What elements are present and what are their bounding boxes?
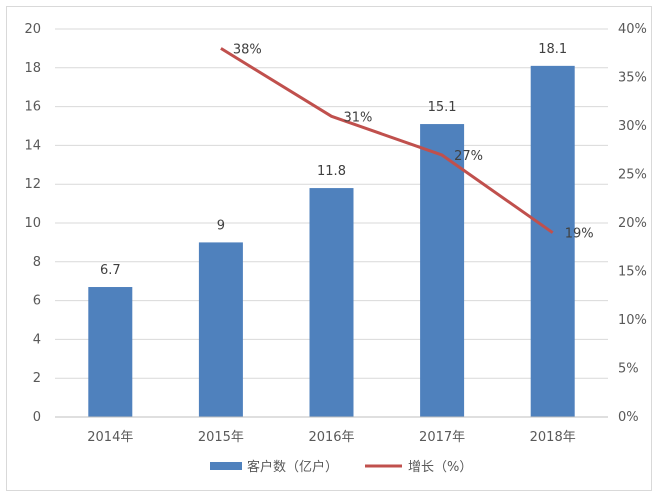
x-tick-label: 2016年: [308, 430, 354, 445]
legend: 客户数（亿户） 增长（%）: [210, 459, 472, 475]
right-tick-label: 15%: [618, 265, 647, 280]
left-tick-label: 10: [24, 216, 41, 231]
right-tick-label: 10%: [618, 313, 647, 328]
legend-label-bar: 客户数（亿户）: [247, 459, 338, 475]
bar-data-label: 6.7: [100, 263, 121, 278]
left-axis-ticks: 0 2 4 6 8 10 12 14 16 18 20: [24, 22, 41, 425]
right-axis-ticks: 0% 5% 10% 15% 20% 25% 30% 35% 40%: [618, 22, 647, 425]
left-tick-label: 4: [33, 332, 41, 347]
bar-data-label: 11.8: [317, 164, 346, 179]
legend-label-line: 增长（%）: [408, 460, 472, 475]
bar-data-label: 18.1: [538, 42, 567, 57]
line-data-label: 19%: [565, 227, 594, 242]
bar: [530, 65, 575, 418]
x-tick-label: 2017年: [419, 430, 465, 445]
left-tick-label: 8: [33, 255, 41, 270]
right-tick-label: 30%: [618, 119, 647, 134]
x-tick-label: 2018年: [530, 430, 576, 445]
left-tick-label: 20: [24, 22, 41, 37]
right-tick-label: 25%: [618, 168, 647, 183]
right-tick-label: 5%: [618, 362, 639, 377]
x-axis-ticks: 2014年 2015年 2016年 2017年 2018年: [55, 416, 608, 445]
legend-swatch-bar: [210, 462, 242, 470]
left-tick-label: 2: [33, 371, 41, 386]
bar-series: 6.7 9 11.8 15.1 18.1: [88, 42, 575, 418]
right-tick-label: 0%: [618, 410, 639, 425]
line-series: 38% 31% 27% 19%: [220, 42, 594, 242]
left-tick-label: 16: [24, 100, 41, 115]
line-data-label: 27%: [454, 149, 483, 164]
bar: [309, 188, 354, 417]
bar: [420, 124, 465, 417]
left-tick-label: 18: [24, 61, 41, 76]
bar-data-label: 9: [217, 218, 225, 233]
bar: [88, 287, 133, 417]
left-tick-label: 12: [24, 177, 41, 192]
right-tick-label: 40%: [618, 22, 647, 37]
right-tick-label: 35%: [618, 71, 647, 86]
left-tick-label: 14: [24, 138, 41, 153]
x-tick-label: 2015年: [198, 430, 244, 445]
x-tick-label: 2014年: [87, 430, 133, 445]
right-tick-label: 20%: [618, 216, 647, 231]
bar: [198, 242, 243, 417]
line-data-label: 38%: [233, 42, 262, 57]
left-tick-label: 0: [33, 410, 41, 425]
growth-line: [220, 47, 554, 234]
left-tick-label: 6: [33, 294, 41, 309]
bar-data-label: 15.1: [428, 100, 457, 115]
line-data-label: 31%: [344, 110, 373, 125]
